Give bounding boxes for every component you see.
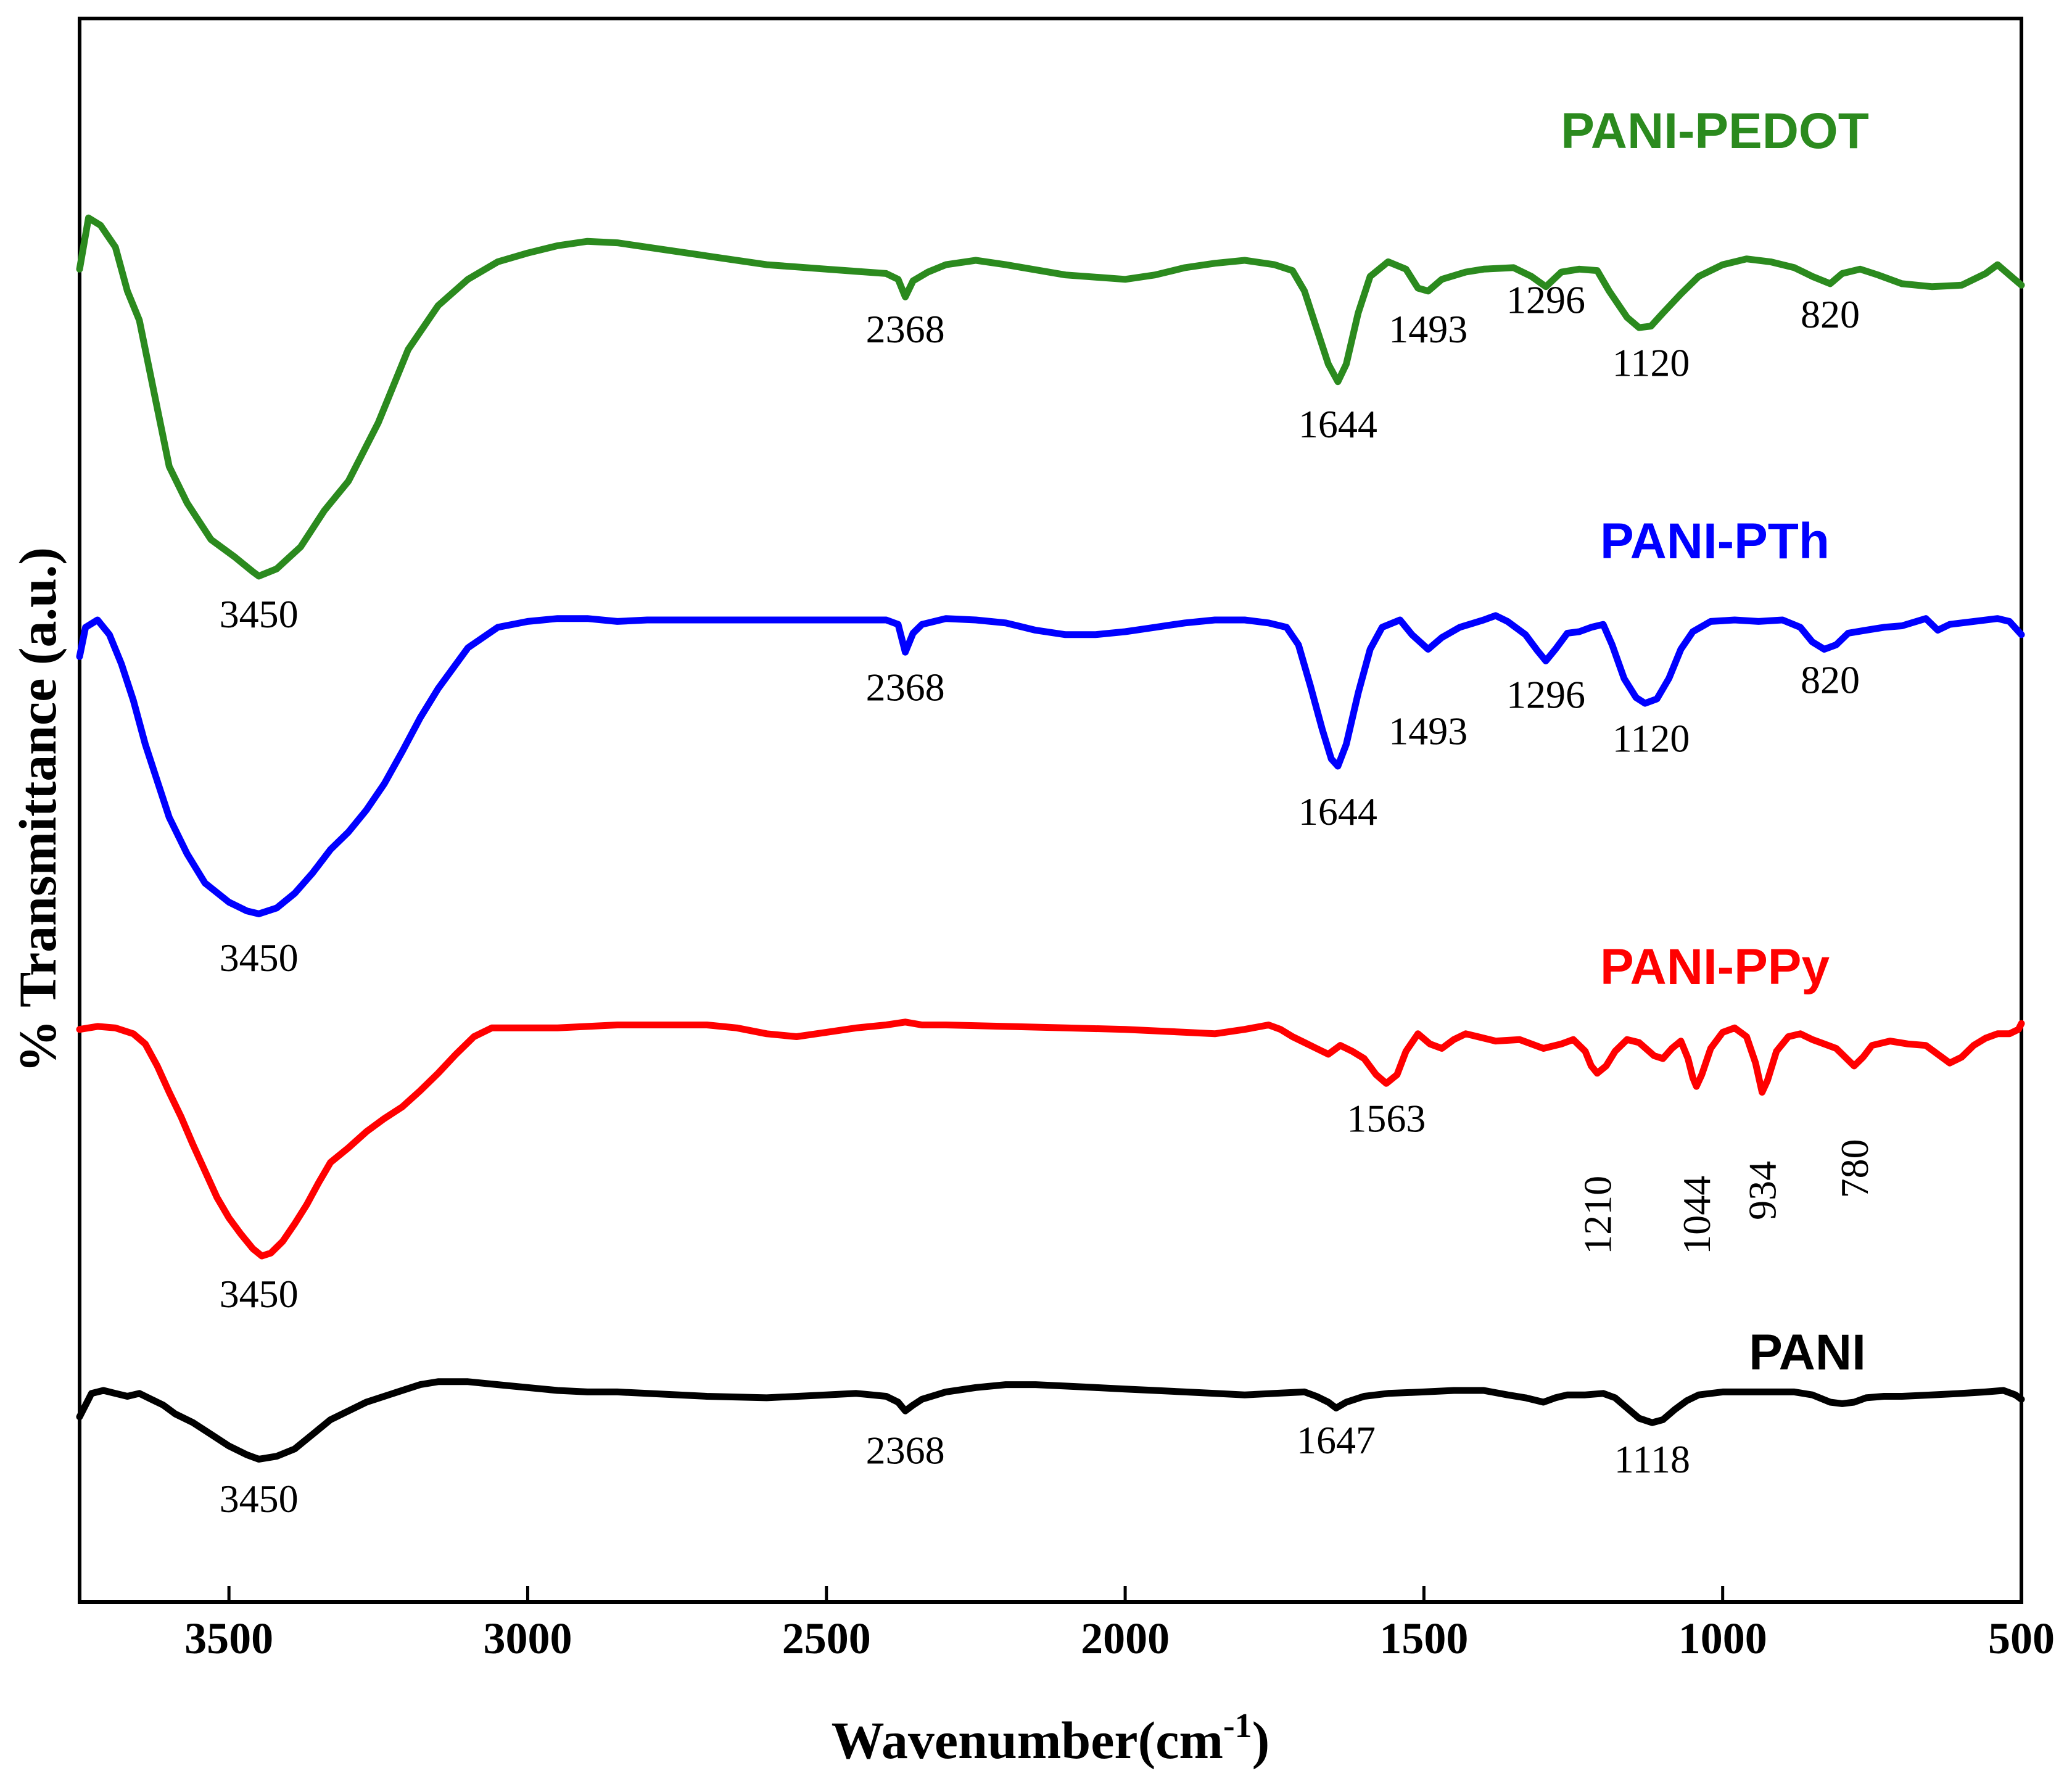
x-tick-label-2500: 2500 (782, 1614, 871, 1663)
series-label-pani-pedot: PANI-PEDOT (1561, 103, 1869, 159)
peak-label-3450: 3450 (220, 936, 299, 980)
series-line-pani-ppy (76, 1018, 2025, 1260)
series-labels: PANI-PEDOT PANI-PTh PANI-PPy PANI (1561, 103, 1869, 1381)
peak-label-1296: 1296 (1506, 278, 1585, 321)
series-label-pani-pth: PANI-PTh (1600, 513, 1830, 569)
series-label-pani-ppy: PANI-PPy (1600, 939, 1830, 995)
peak-label-1118: 1118 (1614, 1437, 1690, 1481)
peak-label-1644: 1644 (1298, 790, 1377, 833)
series-label-pani: PANI (1749, 1324, 1866, 1381)
x-tick-label-3000: 3000 (483, 1614, 572, 1663)
peak-label-1044: 1044 (1675, 1176, 1719, 1255)
x-axis-ticks: 3500 3000 2500 2000 1500 1000 500 (184, 1586, 2055, 1663)
peak-label-1493: 1493 (1389, 709, 1467, 753)
peak-label-3450: 3450 (220, 1477, 299, 1521)
series-line-pani-pedot (76, 214, 2025, 580)
x-axis-title-close: ) (1252, 1711, 1270, 1770)
x-tick-label-1000: 1000 (1678, 1614, 1767, 1663)
x-axis-title-main: Wavenumber(cm (832, 1711, 1223, 1770)
peak-label-1120: 1120 (1612, 716, 1690, 760)
x-axis-title: Wavenumber(cm-1) (832, 1707, 1270, 1770)
peak-label-1296: 1296 (1506, 672, 1585, 716)
peak-label-2368: 2368 (866, 307, 945, 351)
peak-label-780: 780 (1833, 1139, 1876, 1198)
peak-label-1644: 1644 (1298, 402, 1377, 446)
x-tick-label-500: 500 (1988, 1614, 2055, 1663)
x-axis-title-superscript: -1 (1223, 1707, 1252, 1745)
peak-annotations: 3450 2368 1644 1493 1296 1120 820 3450 2368 1644 1… (220, 278, 1876, 1520)
peak-label-3450: 3450 (220, 592, 299, 636)
x-tick-label-1500: 1500 (1379, 1614, 1468, 1663)
peak-label-820: 820 (1801, 658, 1860, 702)
y-axis-title: % Transmittance (a.u.) (8, 547, 67, 1073)
peak-label-1563: 1563 (1347, 1097, 1426, 1141)
peak-label-2368: 2368 (866, 665, 945, 709)
peak-label-820: 820 (1801, 292, 1860, 336)
series-curves (76, 214, 2025, 1463)
series-line-pani-pth (76, 612, 2025, 917)
peak-label-1647: 1647 (1297, 1418, 1376, 1462)
peak-label-1120: 1120 (1612, 341, 1690, 384)
peak-label-934: 934 (1741, 1161, 1785, 1220)
x-tick-label-2000: 2000 (1081, 1614, 1170, 1663)
peak-label-1210: 1210 (1575, 1176, 1619, 1255)
peak-label-1493: 1493 (1389, 307, 1467, 351)
plot-frame (78, 17, 2023, 1604)
peak-label-2368: 2368 (866, 1429, 945, 1472)
peak-label-3450: 3450 (220, 1272, 299, 1316)
series-line-pani (76, 1378, 2025, 1463)
x-tick-label-3500: 3500 (184, 1614, 273, 1663)
